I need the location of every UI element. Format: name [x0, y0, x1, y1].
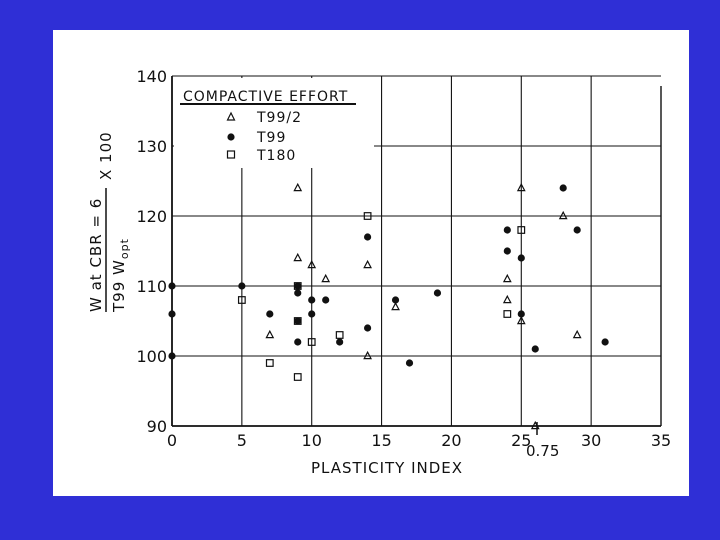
- series-t99-2: [265, 182, 582, 430]
- y-axis-label-subscript: opt: [118, 238, 131, 259]
- data-point-triangle: [516, 182, 526, 192]
- y-axis-factor: X 100: [97, 131, 115, 180]
- data-point-circle: [322, 296, 330, 304]
- legend-entry-t180: T180: [226, 148, 296, 164]
- tick-labels: 90 100 110 120 130 140 0 5 10 15 20 25 30 35: [136, 67, 671, 450]
- data-point-circle: [391, 296, 400, 304]
- y-axis-label: W at CBR = 6 T99 Wopt X 100: [87, 131, 131, 313]
- y-tick-label: 120: [136, 207, 167, 226]
- legend: COMPACTIVE EFFORT T99/2 T99 T180: [174, 78, 374, 168]
- series-t180: [237, 212, 526, 381]
- data-point-triangle: [502, 294, 512, 304]
- data-point-triangle: [321, 273, 331, 283]
- x-axis-label: PLASTICITY INDEX: [311, 459, 463, 477]
- data-point-square: [237, 296, 246, 304]
- data-point-square: [293, 373, 302, 381]
- data-point-circle: [336, 338, 344, 346]
- data-point-circle: [364, 324, 372, 332]
- y-tick-label: 90: [147, 417, 167, 436]
- data-point-circle: [168, 282, 176, 290]
- data-point-circle: [266, 310, 274, 318]
- legend-label: T180: [256, 148, 296, 164]
- data-point-square: [265, 359, 274, 367]
- grid: [171, 75, 662, 427]
- data-point-circle: [517, 310, 525, 318]
- data-point-square: [503, 310, 512, 318]
- x-tick-label: 20: [441, 431, 461, 450]
- data-point-circle: [294, 282, 302, 290]
- legend-label: T99: [256, 130, 286, 146]
- data-point-circle: [294, 289, 302, 297]
- y-tick-label: 100: [136, 347, 167, 366]
- data-point-circle: [433, 289, 442, 297]
- data-point-square: [293, 282, 302, 290]
- data-point-circle: [308, 310, 316, 318]
- y-axis-label-denominator: T99 W: [110, 259, 128, 313]
- x-tick-label: 25: [511, 431, 531, 450]
- data-point-triangle: [307, 259, 317, 269]
- y-tick-label: 130: [136, 137, 167, 156]
- data-point-square: [517, 226, 526, 234]
- legend-box: [174, 78, 374, 168]
- data-point-circle: [308, 296, 316, 304]
- scatter-chart: 90 100 110 120 130 140 0 5 10 15 20 25 30 35 COMPACTI…: [87, 67, 671, 477]
- x-tick-label: 0: [167, 431, 177, 450]
- data-point-triangle: [363, 259, 372, 269]
- data-point-square: [307, 338, 316, 346]
- data-point-triangle: [293, 182, 303, 192]
- data-point-circle: [405, 359, 414, 367]
- data-point-circle: [168, 352, 176, 360]
- data-point-circle: [168, 310, 176, 318]
- data-point-triangle: [363, 350, 372, 360]
- data-point-triangle: [265, 329, 275, 339]
- data-point-square: [293, 317, 302, 325]
- data-point-circle: [601, 338, 609, 346]
- data-point-circle: [573, 226, 581, 234]
- data-point-circle: [559, 184, 567, 192]
- axis-titles: PLASTICITY INDEX W at CBR = 6 T99 Wopt X…: [87, 131, 463, 477]
- annotation-0-75: 0.75: [526, 442, 559, 460]
- data-point-triangle: [572, 329, 582, 339]
- x-tick-label: 5: [237, 431, 247, 450]
- data-point-triangle: [516, 315, 526, 325]
- legend-entry-t99: T99: [227, 130, 286, 146]
- data-point-triangle: [558, 210, 568, 220]
- y-tick-label: 140: [136, 67, 167, 86]
- x-tick-label: 30: [581, 431, 601, 450]
- series-t99: [168, 184, 609, 367]
- data-point-circle: [294, 317, 302, 325]
- x-tick-label: 15: [371, 431, 391, 450]
- data-point-circle: [294, 338, 302, 346]
- data-point-circle: [517, 254, 525, 262]
- data-point-triangle: [293, 252, 303, 262]
- y-axis-label-line2: T99 Wopt: [110, 238, 131, 313]
- data-point-circle: [503, 247, 511, 255]
- y-axis-label-line1: W at CBR = 6: [87, 198, 105, 312]
- data-points: [168, 182, 609, 430]
- data-point-circle: [238, 282, 246, 290]
- data-point-circle: [364, 233, 372, 241]
- annotations: 0.75: [526, 422, 559, 460]
- legend-entry-t99-2: T99/2: [226, 110, 302, 126]
- x-tick-label: 35: [651, 431, 671, 450]
- data-point-triangle: [502, 273, 512, 283]
- x-tick-label: 10: [302, 431, 322, 450]
- legend-square-marker: [226, 150, 236, 159]
- data-point-square: [335, 331, 344, 339]
- data-point-circle: [503, 226, 511, 234]
- legend-circle-marker: [227, 133, 235, 141]
- slide: 90 100 110 120 130 140 0 5 10 15 20 25 30 35 COMPACTI…: [53, 30, 689, 496]
- data-point-triangle: [391, 301, 400, 311]
- legend-label: T99/2: [256, 110, 302, 126]
- data-point-square: [363, 212, 372, 220]
- legend-title: COMPACTIVE EFFORT: [183, 89, 348, 105]
- y-tick-label: 110: [136, 277, 167, 296]
- data-point-circle: [531, 345, 539, 353]
- legend-triangle-marker: [226, 111, 236, 121]
